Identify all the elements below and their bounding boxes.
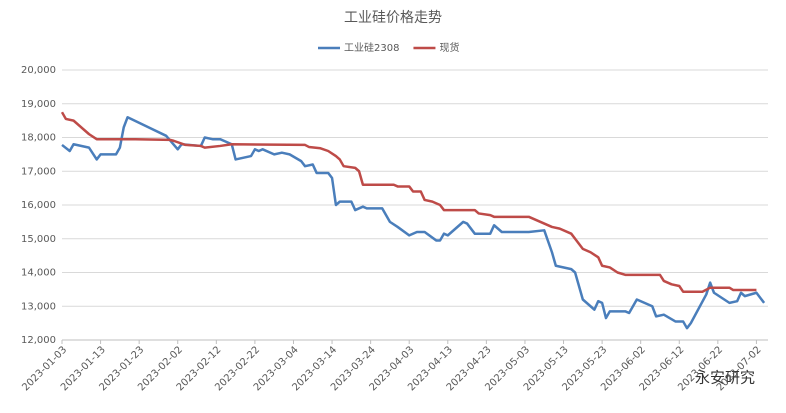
- y-tick-label: 17,000: [21, 166, 56, 177]
- chart-title: 工业硅价格走势: [344, 10, 442, 26]
- y-tick-label: 20,000: [21, 65, 56, 76]
- y-tick-label: 18,000: [21, 133, 56, 144]
- legend-label: 现货: [439, 41, 459, 54]
- y-tick-label: 13,000: [21, 301, 56, 312]
- series-line: [60, 111, 757, 293]
- watermark: 永安研究: [695, 369, 755, 387]
- y-tick-label: 15,000: [21, 234, 56, 245]
- y-tick-label: 16,000: [21, 200, 56, 211]
- y-tick-label: 14,000: [21, 268, 56, 279]
- y-tick-label: 19,000: [21, 99, 56, 110]
- series-line: [61, 116, 766, 330]
- y-tick-label: 12,000: [21, 335, 56, 346]
- legend-label: 工业硅2308: [344, 41, 399, 54]
